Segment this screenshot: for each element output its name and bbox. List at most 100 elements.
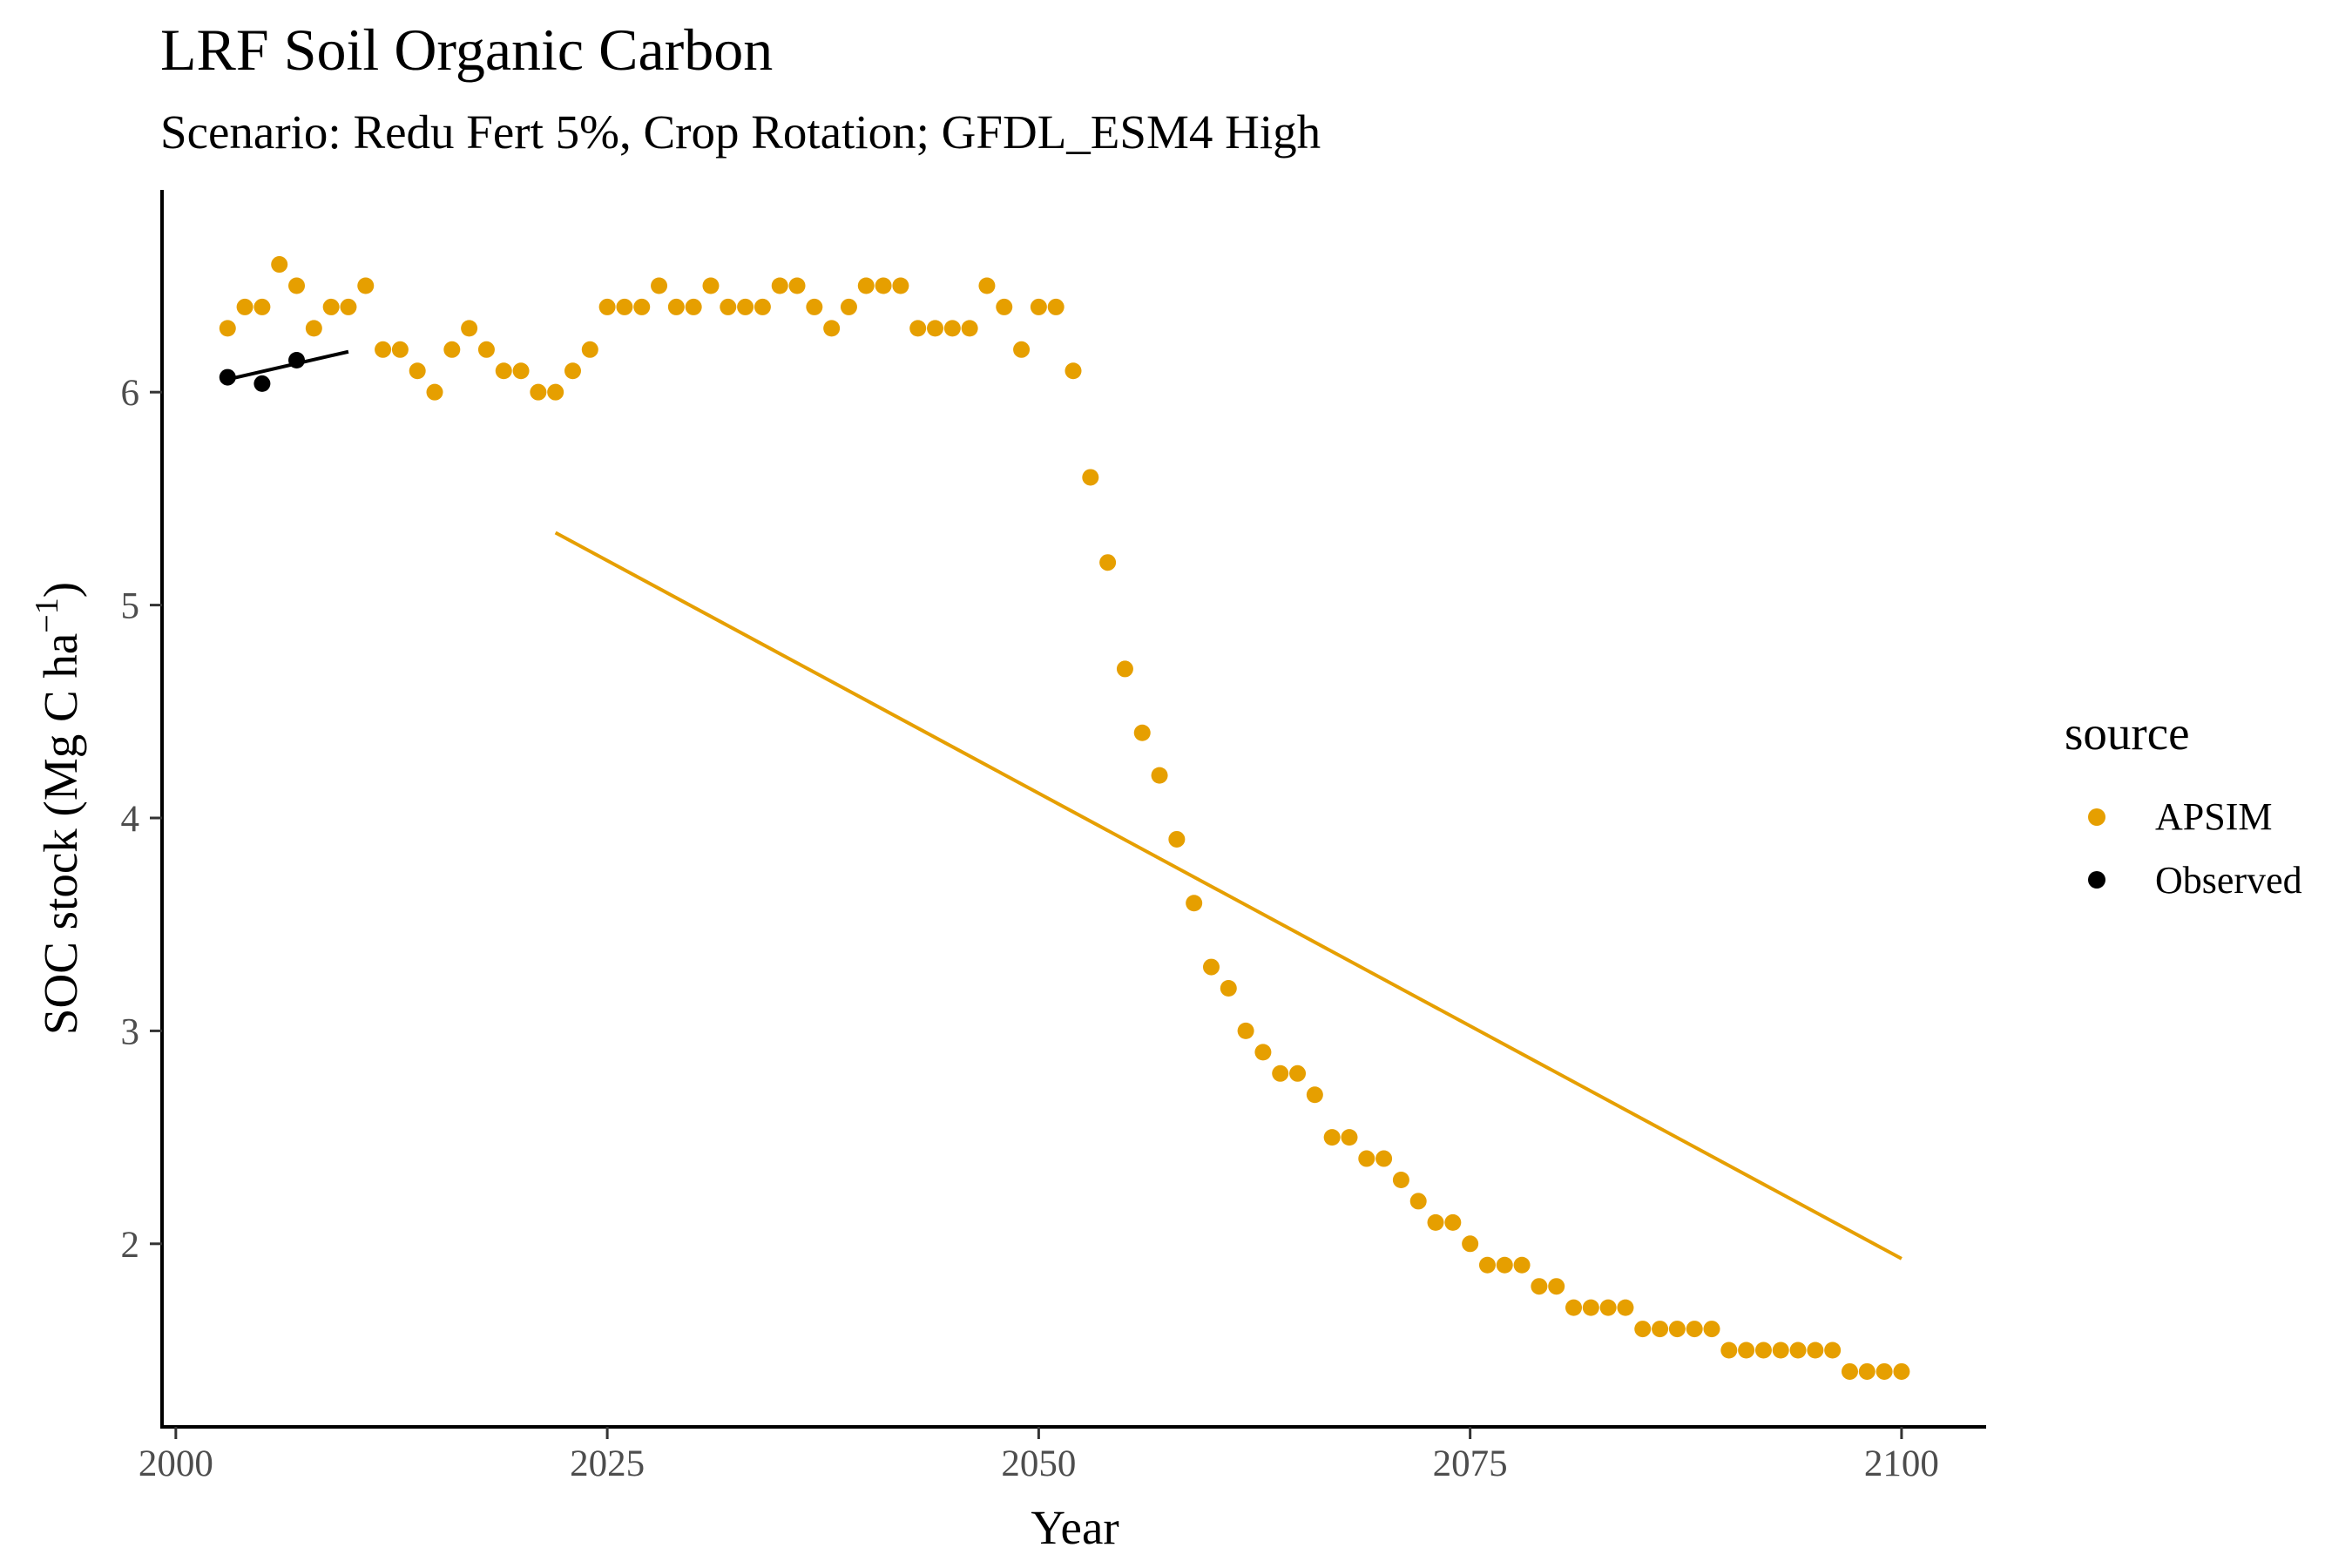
y-tick-label: 3 bbox=[121, 1011, 140, 1052]
data-point-apsim bbox=[357, 277, 375, 294]
data-point-apsim bbox=[1824, 1342, 1842, 1359]
data-point-apsim bbox=[512, 362, 530, 380]
data-point-apsim bbox=[1617, 1299, 1634, 1316]
data-point-apsim bbox=[426, 383, 443, 401]
legend-label-observed: Observed bbox=[2155, 859, 2302, 902]
data-point-apsim bbox=[754, 298, 771, 315]
legend: source APSIM Observed bbox=[2065, 706, 2302, 902]
data-point-apsim bbox=[1392, 1171, 1409, 1188]
plot-area bbox=[219, 256, 1910, 1380]
data-point-apsim bbox=[1548, 1278, 1565, 1295]
data-point-observed bbox=[253, 375, 271, 392]
data-point-apsim bbox=[1168, 830, 1186, 848]
data-point-apsim bbox=[1116, 660, 1133, 678]
data-point-apsim bbox=[409, 362, 426, 380]
data-point-apsim bbox=[806, 298, 823, 315]
data-point-apsim bbox=[1306, 1086, 1323, 1104]
data-point-apsim bbox=[1478, 1256, 1496, 1274]
data-point-apsim bbox=[477, 341, 495, 358]
data-point-apsim bbox=[1272, 1064, 1289, 1082]
data-point-apsim bbox=[771, 277, 788, 294]
data-point-apsim bbox=[685, 298, 702, 315]
data-point-apsim bbox=[1738, 1342, 1755, 1359]
data-point-apsim bbox=[1254, 1044, 1272, 1061]
data-point-apsim bbox=[996, 298, 1013, 315]
data-point-apsim bbox=[1513, 1256, 1531, 1274]
data-point-apsim bbox=[1375, 1150, 1393, 1167]
data-point-apsim bbox=[1531, 1278, 1548, 1295]
data-point-apsim bbox=[340, 298, 357, 315]
data-point-apsim bbox=[961, 320, 978, 337]
data-point-apsim bbox=[1064, 362, 1082, 380]
chart-title: LRF Soil Organic Carbon bbox=[160, 17, 773, 83]
data-point-apsim bbox=[271, 256, 288, 274]
data-point-apsim bbox=[1754, 1342, 1772, 1359]
data-point-observed bbox=[288, 352, 306, 369]
data-point-apsim bbox=[1634, 1321, 1652, 1338]
data-point-apsim bbox=[1496, 1256, 1513, 1274]
y-axis-ticks: 2 3 4 5 6 bbox=[121, 373, 162, 1266]
data-point-apsim bbox=[1323, 1129, 1341, 1146]
y-axis-title-exponent: −1 bbox=[29, 598, 65, 632]
x-axis-title: Year bbox=[1031, 1501, 1119, 1554]
data-point-apsim bbox=[443, 341, 461, 358]
data-point-apsim bbox=[1807, 1342, 1824, 1359]
data-point-apsim bbox=[1202, 958, 1220, 976]
data-point-apsim bbox=[720, 298, 737, 315]
data-point-apsim bbox=[1358, 1150, 1375, 1167]
trend-line-apsim bbox=[554, 531, 1903, 1260]
data-point-apsim bbox=[823, 320, 841, 337]
data-point-apsim bbox=[1030, 298, 1047, 315]
data-point-apsim bbox=[1565, 1299, 1583, 1316]
x-tick-label: 2050 bbox=[1001, 1443, 1076, 1484]
data-point-apsim bbox=[1151, 767, 1168, 784]
data-point-apsim bbox=[1186, 895, 1203, 912]
data-point-apsim bbox=[1462, 1235, 1479, 1253]
y-tick-label: 2 bbox=[121, 1225, 140, 1266]
data-point-apsim bbox=[564, 362, 581, 380]
y-tick-label: 4 bbox=[121, 799, 140, 840]
data-point-apsim bbox=[1133, 724, 1151, 741]
data-point-apsim bbox=[1220, 980, 1237, 997]
data-point-apsim bbox=[1599, 1299, 1617, 1316]
data-point-apsim bbox=[547, 383, 564, 401]
data-point-apsim bbox=[1341, 1129, 1358, 1146]
x-axis-ticks: 2000 2025 2050 2075 2100 bbox=[139, 1427, 1939, 1484]
data-point-apsim bbox=[375, 341, 392, 358]
data-point-apsim bbox=[1082, 469, 1099, 486]
data-point-apsim bbox=[1427, 1213, 1444, 1231]
y-tick-label: 5 bbox=[121, 586, 140, 627]
data-point-apsim bbox=[1652, 1321, 1669, 1338]
data-point-apsim bbox=[1237, 1022, 1254, 1039]
data-point-apsim bbox=[1582, 1299, 1599, 1316]
data-point-apsim bbox=[909, 320, 927, 337]
data-point-apsim bbox=[1703, 1321, 1720, 1338]
data-point-apsim bbox=[633, 298, 651, 315]
x-tick-label: 2025 bbox=[570, 1443, 645, 1484]
data-point-apsim bbox=[616, 298, 633, 315]
data-point-apsim bbox=[1047, 298, 1064, 315]
data-point-apsim bbox=[875, 277, 892, 294]
data-point-apsim bbox=[1893, 1362, 1910, 1380]
data-point-apsim bbox=[1013, 341, 1031, 358]
data-point-apsim bbox=[927, 320, 944, 337]
y-axis-title: SOC stock (Mg C ha−1) bbox=[29, 582, 87, 1035]
legend-key-apsim bbox=[2088, 808, 2105, 826]
y-axis-title-close: ) bbox=[34, 582, 87, 598]
data-point-apsim bbox=[737, 298, 754, 315]
data-point-apsim bbox=[943, 320, 961, 337]
data-point-apsim bbox=[1668, 1321, 1686, 1338]
data-point-apsim bbox=[1841, 1362, 1858, 1380]
chart-subtitle: Scenario: Redu Fert 5%, Crop Rotation; G… bbox=[160, 105, 1321, 159]
data-point-apsim bbox=[495, 362, 512, 380]
data-point-apsim bbox=[1789, 1342, 1807, 1359]
data-point-apsim bbox=[219, 320, 236, 337]
data-point-apsim bbox=[1720, 1342, 1738, 1359]
data-point-apsim bbox=[702, 277, 720, 294]
data-point-apsim bbox=[288, 277, 306, 294]
data-point-apsim bbox=[322, 298, 340, 315]
data-point-apsim bbox=[651, 277, 668, 294]
data-point-apsim bbox=[1772, 1342, 1789, 1359]
data-point-observed bbox=[219, 368, 236, 386]
data-point-apsim bbox=[1099, 554, 1117, 571]
